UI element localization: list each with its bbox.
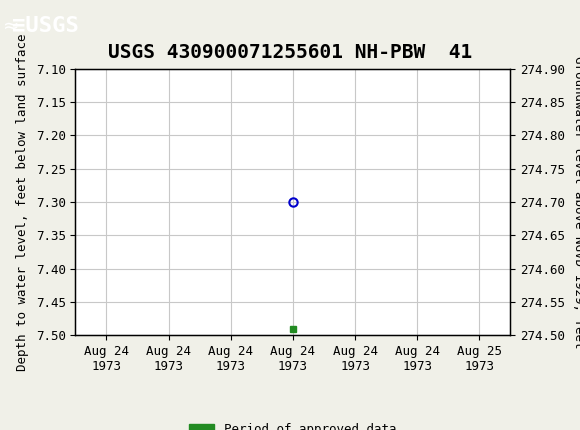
Text: USGS 430900071255601 NH-PBW  41: USGS 430900071255601 NH-PBW 41	[108, 43, 472, 62]
Y-axis label: Depth to water level, feet below land surface: Depth to water level, feet below land su…	[16, 34, 29, 371]
Legend: Period of approved data: Period of approved data	[184, 418, 401, 430]
Text: ≡USGS: ≡USGS	[12, 16, 78, 36]
Text: ≈: ≈	[3, 16, 19, 35]
Y-axis label: Groundwater level above NGVD 1929, feet: Groundwater level above NGVD 1929, feet	[572, 56, 580, 348]
